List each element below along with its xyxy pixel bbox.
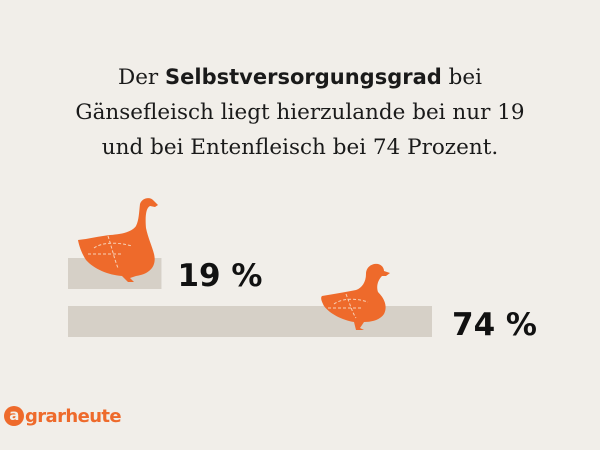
headline-line-1-end: bei (441, 65, 483, 90)
headline-line-1-start: Der (117, 65, 166, 90)
goose-icon (78, 198, 158, 282)
duck-icon (321, 263, 390, 330)
value-labels: 19 % 74 % (177, 258, 537, 343)
headline-line-2: Gänsefleisch liegt hierzulande bei nur 1… (75, 100, 525, 125)
headline-line-3: und bei Entenfleisch bei 74 Prozent. (101, 135, 499, 160)
icons (78, 198, 390, 330)
headline-keyword: Selbstversorgungsgrad (165, 65, 442, 89)
brand-logo-text: grarheute (25, 405, 122, 427)
value-label-gaensefleisch: 19 % (177, 258, 262, 294)
value-label-entenfleisch: 74 % (452, 307, 537, 343)
headline-line-1: Der Selbstversorgungsgrad bei (0, 60, 600, 95)
brand-logo: a grarheute (4, 401, 122, 431)
brand-logo-mark: a (4, 406, 24, 426)
headline: Der Selbstversorgungsgrad bei Gänsefleis… (0, 60, 600, 165)
